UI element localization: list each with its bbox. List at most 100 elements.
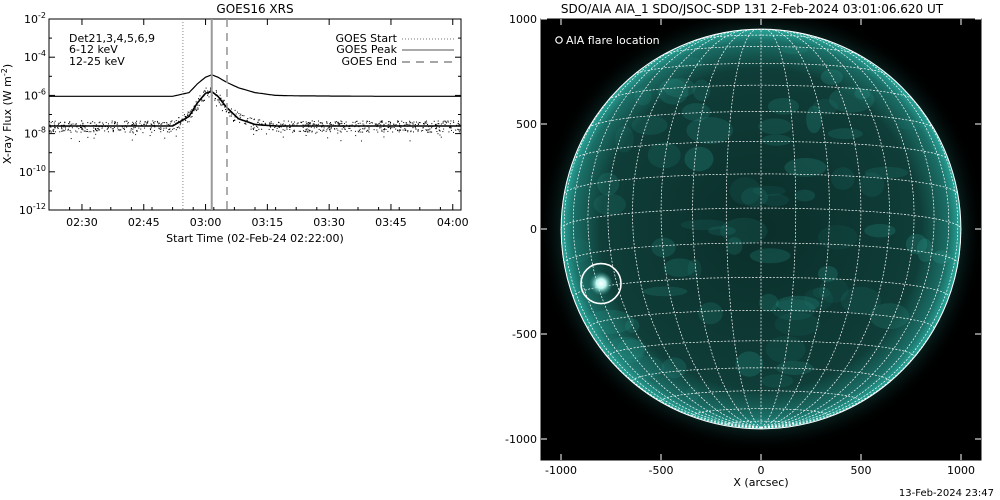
goes-noise-dot [327, 127, 329, 129]
goes-noise-dot [89, 122, 91, 124]
goes-noise-dot [54, 127, 56, 129]
goes-noise-dot [193, 105, 195, 107]
goes-noise-dot [440, 123, 442, 125]
goes-noise-dot [50, 122, 52, 124]
goes-noise-dot [442, 131, 444, 133]
goes-noise-dot [251, 117, 253, 119]
goes-noise-dot [188, 114, 190, 116]
goes-noise-dot [151, 131, 153, 133]
goes-noise-dot [166, 131, 168, 133]
goes-noise-dot [329, 131, 331, 133]
goes-noise-dot [107, 131, 109, 133]
goes-noise-dot [226, 110, 228, 112]
goes-noise-dot [162, 129, 164, 131]
goes-noise-dot [80, 131, 82, 133]
goes-noise-dot [210, 88, 212, 90]
goes-noise-dot [165, 127, 167, 129]
goes-noise-dot [280, 123, 282, 125]
grid-latitude-line [660, 390, 862, 402]
goes-noise-dot [352, 121, 354, 123]
goes-noise-dot [430, 131, 432, 133]
goes-noise-dot [161, 123, 163, 125]
goes-noise-dot [383, 136, 385, 138]
goes-noise-dot [209, 89, 211, 91]
goes-noise-dot [99, 121, 101, 123]
goes-noise-dot [311, 120, 313, 122]
goes-noise-dot [270, 121, 272, 123]
goes-noise-dot [302, 127, 304, 129]
goes-noise-dot [328, 126, 330, 128]
goes-noise-dot [67, 128, 69, 130]
goes-noise-dot [114, 121, 116, 123]
goes-noise-dot [436, 127, 438, 129]
goes-noise-dot [168, 124, 170, 126]
goes-noise-dot [83, 130, 85, 132]
goes-noise-dot [193, 110, 195, 112]
goes-noise-dot [341, 122, 343, 124]
goes-noise-dot [307, 131, 309, 133]
goes-noise-dot [86, 130, 88, 132]
goes-noise-dot [130, 129, 132, 131]
goes-noise-dot [303, 130, 305, 132]
goes-y-tick-label: 10-4 [24, 49, 46, 64]
goes-noise-dot [54, 124, 56, 126]
goes-noise-dot [69, 121, 71, 123]
goes-noise-dot [300, 130, 302, 132]
goes-noise-dot [329, 129, 331, 131]
goes-noise-dot [192, 112, 194, 114]
goes-noise-dot [439, 129, 441, 131]
goes-noise-dot [431, 123, 433, 125]
goes-noise-dot [177, 120, 179, 122]
coronal-loop-patch [586, 309, 635, 334]
goes-noise-dot [218, 99, 220, 101]
goes-noise-dot [197, 107, 199, 109]
goes-noise-dot [153, 130, 155, 132]
goes-x-tick-label: 03:30 [313, 216, 345, 229]
goes-noise-dot [147, 122, 149, 124]
goes-noise-dot [355, 135, 357, 137]
solar-disk [561, 29, 961, 429]
goes-noise-dot [219, 94, 221, 96]
goes-noise-dot [87, 122, 89, 124]
goes-noise-dot [116, 122, 118, 124]
goes-noise-dot [124, 131, 126, 133]
goes-noise-dot [383, 128, 385, 130]
goes-noise-dot [223, 99, 225, 101]
goes-noise-dot [387, 130, 389, 132]
goes-noise-dot [395, 124, 397, 126]
goes-noise-dot [123, 127, 125, 129]
coronal-loop-patch [794, 189, 816, 202]
grid-latitude-line [573, 141, 949, 161]
grid-longitude-line [587, 32, 762, 429]
goes-noise-dot [95, 130, 97, 132]
goes-noise-dot [351, 124, 353, 126]
coronal-loop-patch [840, 286, 881, 315]
goes-noise-dot [111, 122, 113, 124]
goes-noise-dot [444, 120, 446, 122]
goes-noise-dot [404, 127, 406, 129]
goes-noise-dot [174, 121, 176, 123]
goes-noise-dot [49, 131, 51, 133]
goes-noise-dot [70, 123, 72, 125]
goes-noise-dot [378, 123, 380, 125]
goes-noise-dot [292, 123, 294, 125]
goes-noise-dot [116, 123, 118, 125]
goes-y-tick-label: 10-6 [24, 87, 46, 102]
goes-noise-dot [390, 122, 392, 124]
goes-noise-dot [354, 130, 356, 132]
goes-noise-dot [340, 140, 342, 142]
goes-noise-dot [71, 127, 73, 129]
goes-noise-dot [62, 129, 64, 131]
grid-latitude-line [564, 173, 958, 194]
goes-noise-dot [460, 124, 461, 126]
goes-x-tick-label: 02:30 [66, 216, 98, 229]
coronal-loop-patch [864, 166, 909, 179]
aia-x-tick-label: -500 [649, 464, 674, 477]
goes-noise-dot [52, 131, 54, 133]
goes-noise-dot [435, 128, 437, 130]
goes-noise-dot [305, 121, 307, 123]
goes-noise-dot [54, 131, 56, 133]
goes-noise-dot [310, 126, 312, 128]
aia-y-tick-label: 500 [516, 118, 537, 131]
